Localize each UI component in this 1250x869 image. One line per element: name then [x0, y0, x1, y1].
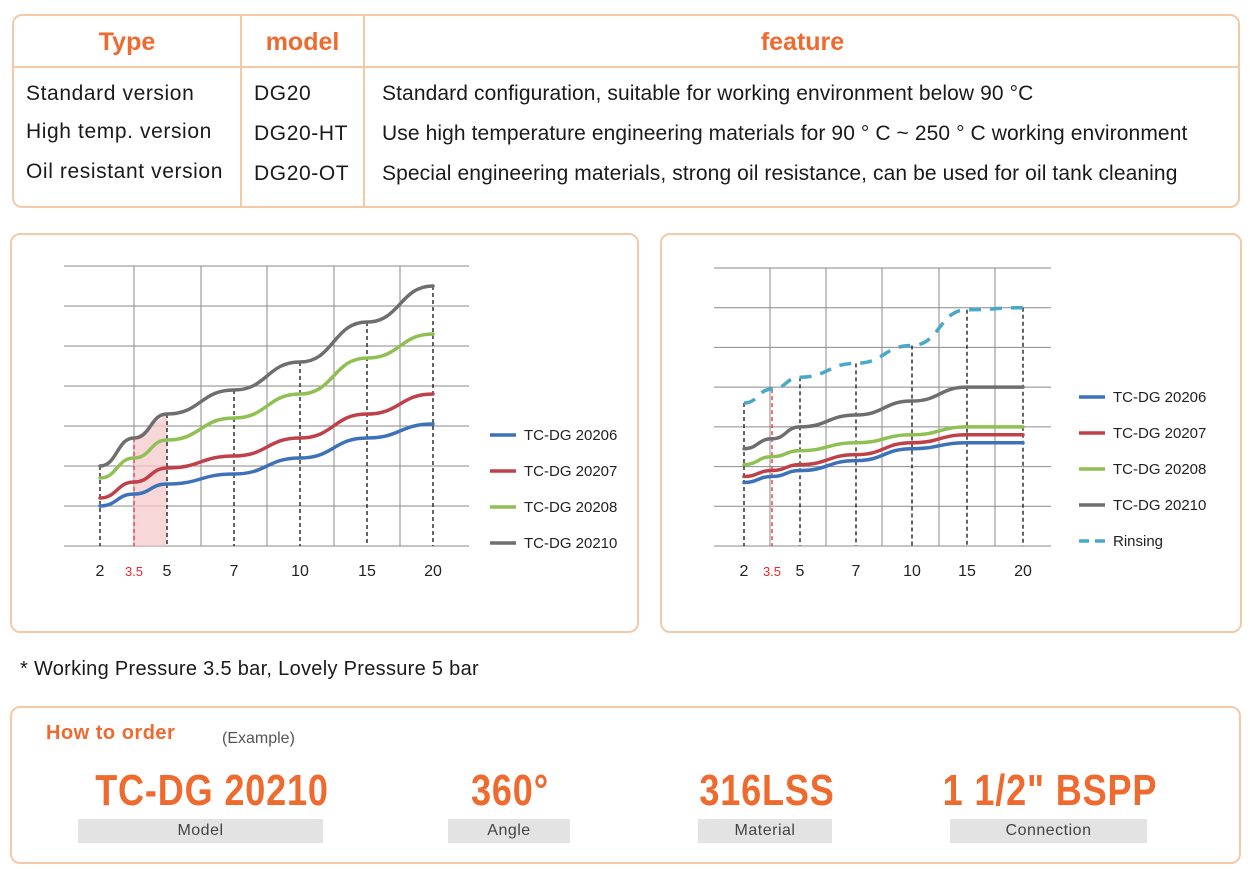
- order-connection-value: 1 1/2" BSPP: [942, 766, 1158, 815]
- x-tick-label: 20: [424, 563, 442, 580]
- header-divider: [14, 66, 1238, 68]
- series-line: [98, 392, 435, 500]
- header-model: model: [265, 28, 340, 56]
- x-tick-label: 10: [903, 563, 921, 580]
- product-type-table: Type model feature Standard version DG20…: [12, 14, 1240, 208]
- series-line: [98, 284, 435, 468]
- legend-label: TC-DG 20206: [524, 427, 617, 444]
- row-feature: Use high temperature engineering materia…: [382, 122, 1188, 145]
- row-model: DG20-OT: [254, 162, 350, 185]
- series-line: [743, 305, 1024, 405]
- row-feature: Standard configuration, suitable for wor…: [382, 82, 1034, 105]
- working-pressure-band: [134, 414, 167, 546]
- x-tick-label: 2: [740, 563, 749, 580]
- x-tick-label: 15: [358, 563, 376, 580]
- header-feature: feature: [760, 28, 845, 56]
- legend-label: TC-DG 20208: [524, 499, 617, 516]
- order-model-label: Model: [78, 819, 323, 843]
- order-angle-label: Angle: [448, 819, 570, 843]
- header-type: Type: [98, 28, 156, 56]
- row-feature: Special engineering materials, strong oi…: [382, 162, 1178, 185]
- x-tick-label: 7: [230, 563, 239, 580]
- chart-right-svg: 2 3.5 5 7 10 15 20 TC-DG 20206 TC-DG 20207 TC-DG …: [714, 267, 1206, 580]
- legend-label: Rinsing: [1113, 533, 1163, 550]
- legend-label: TC-DG 20206: [1113, 389, 1206, 406]
- order-material-label: Material: [698, 819, 832, 843]
- legend-label: TC-DG 20210: [524, 535, 617, 552]
- x-tick-label: 5: [796, 563, 805, 580]
- row-model: DG20: [254, 82, 312, 105]
- x-tick-label: 3.5: [125, 564, 143, 579]
- x-tick-label: 10: [291, 563, 309, 580]
- x-tick-label: 20: [1014, 563, 1032, 580]
- column-divider: [363, 16, 365, 206]
- series-line: [742, 385, 1025, 451]
- legend-label: TC-DG 20207: [524, 463, 617, 480]
- legend-label: TC-DG 20210: [1113, 497, 1206, 514]
- series-line: [742, 440, 1025, 485]
- column-divider: [240, 16, 242, 206]
- chart-left-svg: 2 3.5 5 7 10 15 20 TC-DG 20206 TC-DG 20207 TC-DG …: [64, 265, 617, 580]
- legend-label: TC-DG 20208: [1113, 461, 1206, 478]
- how-to-order-panel: How to order (Example) TC-DG 20210 Model…: [10, 706, 1241, 864]
- x-tick-label: 7: [852, 563, 861, 580]
- row-model: DG20-HT: [254, 122, 349, 145]
- order-connection-label: Connection: [950, 819, 1147, 843]
- x-tick-label: 15: [958, 563, 976, 580]
- pressure-chart-right: 2 3.5 5 7 10 15 20 TC-DG 20206 TC-DG 20207 TC-DG …: [660, 233, 1242, 633]
- series-line: [742, 433, 1025, 479]
- series-line: [742, 425, 1025, 467]
- x-tick-label: 5: [163, 563, 172, 580]
- order-title: How to order: [46, 722, 176, 744]
- x-tick-label: 3.5: [763, 564, 781, 579]
- x-tick-label: 2: [96, 563, 105, 580]
- series-line: [98, 422, 435, 508]
- pressure-note: * Working Pressure 3.5 bar, Lovely Press…: [20, 658, 479, 680]
- row-type: Standard version: [26, 82, 195, 105]
- order-material-value: 316LSS: [699, 766, 835, 815]
- order-subtitle: (Example): [222, 730, 295, 747]
- series-line: [98, 332, 435, 480]
- order-angle-value: 360°: [471, 766, 549, 815]
- pressure-chart-left: 2 3.5 5 7 10 15 20 TC-DG 20206 TC-DG 20207 TC-DG …: [10, 233, 639, 633]
- legend-label: TC-DG 20207: [1113, 425, 1206, 442]
- order-model-value: TC-DG 20210: [95, 766, 329, 815]
- row-type: Oil resistant version: [26, 160, 223, 183]
- row-type: High temp. version: [26, 120, 212, 143]
